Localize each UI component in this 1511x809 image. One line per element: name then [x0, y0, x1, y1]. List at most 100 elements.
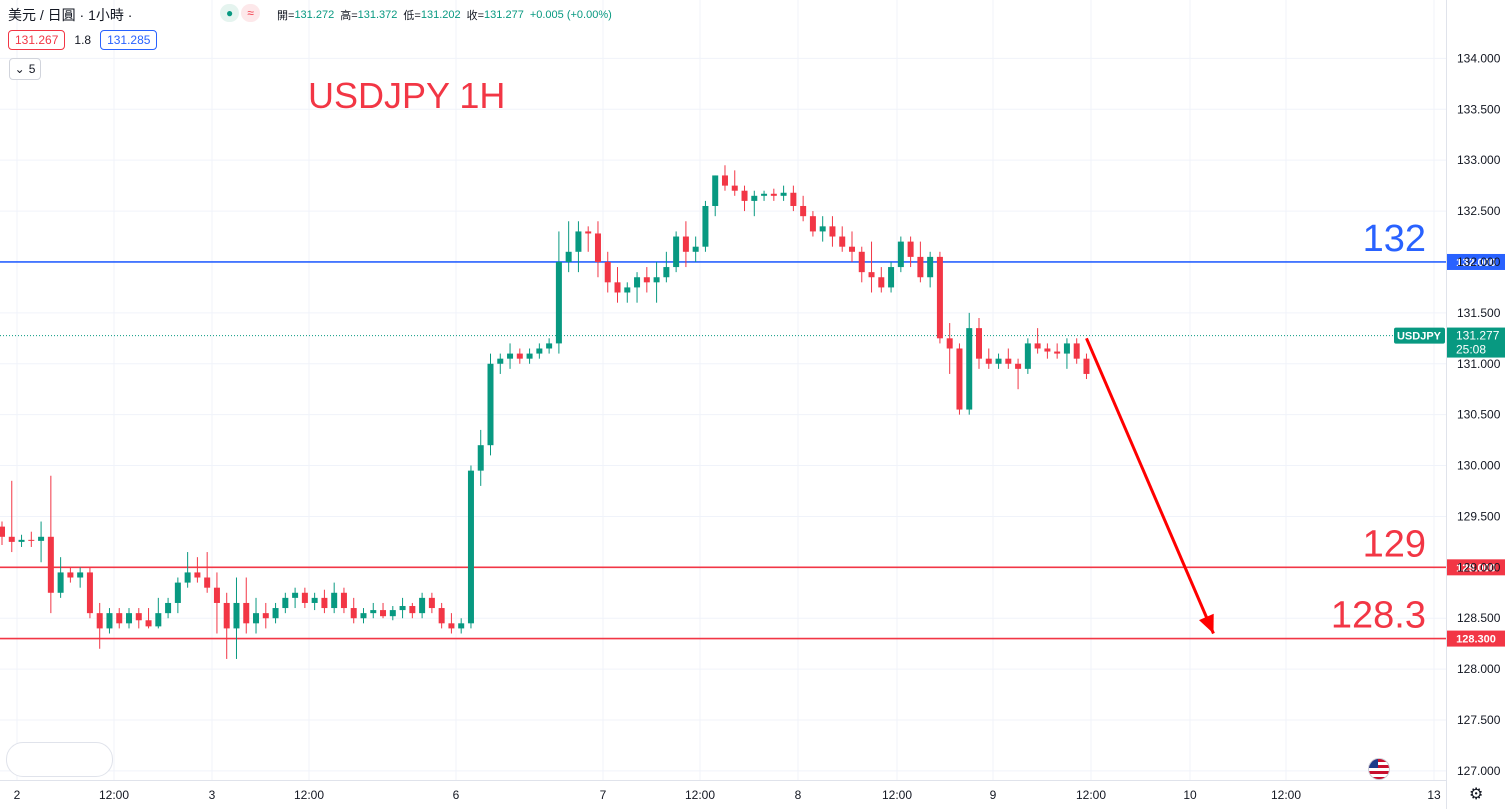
candle-body	[897, 241, 904, 268]
x-tick-label: 13	[1427, 788, 1441, 802]
candle-body	[47, 536, 54, 593]
candle-body	[594, 233, 601, 262]
y-tick-label: 127.000	[1457, 764, 1501, 778]
candle-body	[194, 572, 201, 578]
candle-body	[497, 358, 504, 364]
buy-button[interactable]: 131.285	[100, 30, 158, 50]
candle-body	[409, 606, 416, 614]
us-flag-icon[interactable]	[1368, 758, 1390, 780]
forecast-arrow[interactable]	[1085, 337, 1215, 635]
last-price-badge	[1447, 327, 1505, 358]
symbol-title[interactable]: 美元 / 日圓 · 1小時 ·	[8, 7, 133, 23]
candle-body	[282, 597, 289, 609]
candle-body	[555, 261, 562, 344]
candle-body	[126, 613, 133, 624]
market-status-icon[interactable]: ●	[220, 4, 240, 22]
candle-body	[0, 526, 5, 537]
candle-body	[643, 277, 650, 283]
candle-body	[721, 175, 728, 186]
timeframe-pill[interactable]	[6, 742, 113, 777]
candle-body	[673, 236, 680, 268]
candles	[0, 165, 1090, 659]
y-tick-label: 132.000	[1457, 255, 1501, 269]
gear-icon[interactable]: ⚙	[1469, 786, 1484, 803]
candle-body	[1015, 363, 1022, 369]
level-axis-badge	[1447, 559, 1505, 576]
candle-body	[487, 363, 494, 446]
candle-body	[165, 602, 172, 614]
close-label: 收=	[466, 10, 485, 22]
y-tick-label: 127.500	[1457, 713, 1501, 727]
candle-body	[1024, 343, 1031, 369]
level-axis-label: 128.300	[1456, 634, 1496, 646]
candle-body	[135, 613, 142, 621]
x-tick-label: 8	[795, 788, 802, 802]
candle-body	[86, 572, 93, 614]
candle-body	[204, 577, 211, 588]
candle-body	[702, 205, 709, 247]
candle-body	[96, 613, 103, 629]
candle-body	[976, 328, 982, 359]
y-tick-label: 133.000	[1457, 153, 1501, 167]
symbol-badge-label: USDJPY	[1397, 331, 1442, 343]
candle-body	[155, 613, 162, 627]
candle-body	[956, 348, 963, 410]
chart-title: USDJPY 1H	[308, 75, 505, 116]
candle-body	[458, 623, 465, 629]
y-tick-label: 133.500	[1457, 102, 1501, 116]
level-axis-label: 132.000	[1456, 257, 1496, 269]
open-label: 開=	[277, 10, 295, 22]
candle-body	[985, 358, 992, 364]
chevron-down-icon: ⌄	[14, 62, 25, 76]
candle-body	[712, 175, 719, 206]
candle-body	[292, 592, 299, 598]
candle-body	[448, 623, 455, 629]
candle-body	[467, 470, 474, 624]
forecast-arrow-head	[1199, 613, 1214, 634]
candle-body	[829, 226, 836, 237]
level-lines: 132 132.000 129 129.000 128.3 128.300 USDJPY 13…	[0, 218, 1505, 647]
candle-body	[311, 597, 318, 603]
candle-body	[57, 572, 64, 593]
candle-body	[682, 236, 689, 252]
candle-body	[77, 572, 84, 578]
delayed-data-icon[interactable]: ≈	[241, 4, 260, 22]
y-tick-label: 131.000	[1457, 357, 1501, 371]
candle-body	[1083, 358, 1090, 374]
candle-body	[507, 353, 514, 359]
candle-body	[243, 602, 250, 624]
y-tick-label: 129.000	[1457, 560, 1501, 574]
candle-body	[927, 256, 934, 278]
y-tick-label: 128.500	[1457, 611, 1501, 625]
candle-body	[848, 246, 855, 252]
symbol-legend: 美元 / 日圓 · 1小時 ·	[8, 5, 132, 25]
indicator-count: 5	[28, 62, 36, 76]
candle-body	[1063, 343, 1070, 354]
level-label: 132	[1363, 218, 1426, 260]
low-label: 低=	[403, 10, 421, 22]
x-tick-label: 2	[14, 788, 21, 802]
candle-body	[819, 226, 826, 232]
candle-body	[946, 338, 953, 349]
candle-body	[184, 572, 191, 583]
candle-body	[1034, 343, 1041, 349]
last-price-label: 131.277	[1456, 329, 1500, 343]
candle-body	[624, 287, 631, 293]
candle-body	[419, 597, 426, 614]
ohlc-values: 開= 131.272 高= 131.372 低= 131.202 收= 131.277 …	[277, 7, 612, 23]
forecast-arrow-layer	[1085, 337, 1215, 635]
close-value: 131.277	[484, 9, 524, 21]
high-label: 高=	[340, 10, 358, 22]
indicators-collapse-button[interactable]: ⌄ 5	[9, 58, 41, 80]
candle-body	[526, 353, 533, 359]
candle-body	[741, 190, 748, 201]
x-tick-label: 6	[453, 788, 460, 802]
y-tick-label: 129.500	[1457, 509, 1501, 523]
x-tick-label: 12:00	[882, 788, 912, 802]
sell-button[interactable]: 131.267	[8, 30, 66, 50]
candle-body	[174, 582, 181, 603]
candle-body	[321, 597, 328, 609]
high-value: 131.372	[357, 9, 398, 21]
